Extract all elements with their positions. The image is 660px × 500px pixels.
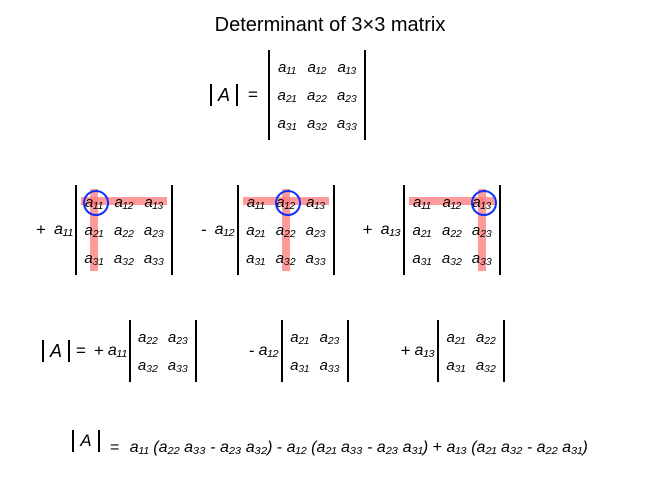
cell-a32: a₃₂ [304, 110, 330, 136]
minors-row: A = + a₁₁ a₂₂ a₂₃ a₃₂ a₃₃ - a₁₂ a₂₁ a₂₃ … [42, 320, 505, 382]
sign-plus-1: + [36, 220, 46, 240]
equals-3: = [110, 439, 119, 456]
cell-a23: a₂₃ [334, 82, 360, 108]
page-title: Determinant of 3×3 matrix [0, 14, 660, 37]
abs-A: A [210, 84, 238, 106]
minor-coef-1: a₁₁ [108, 342, 127, 360]
cell-a11: a₁₁ [274, 54, 300, 80]
minor-1: a₂₂ a₂₃ a₃₂ a₃₃ [129, 320, 197, 382]
minor-3: a₂₁ a₂₂ a₃₁ a₃₂ [437, 320, 505, 382]
cell-a31: a₃₁ [274, 110, 300, 136]
abs-A-3: A [72, 430, 99, 452]
minor-sign-3: + [401, 341, 411, 361]
final-expansion: A = a₁₁ (a₂₂ a₃₃ - a₂₃ a₃₂) - a₁₂ (a₂₁ a… [0, 430, 660, 457]
term-3: a₁₃ (a₂₁ a₃₂ - a₂₂ a₃₁) [446, 439, 587, 456]
term-2: a₁₂ (a₂₁ a₃₃ - a₂₃ a₃₁) [287, 439, 433, 456]
coef-a13: a₁₃ [381, 221, 401, 239]
cofactor-matrix-1: a₁₁ a₁₂ a₁₃ a₂₁ a₂₂ a₂₃ a₃₁ a₃₂ a₃₃ [75, 185, 173, 275]
coef-a11: a₁₁ [54, 221, 73, 239]
cofactor-matrix-2: a₁₁ a₁₂ a₁₃ a₂₁ a₂₂ a₂₃ a₃₁ a₃₂ a₃₃ [237, 185, 335, 275]
cell-a22: a₂₂ [304, 82, 330, 108]
cell-a33: a₃₃ [334, 110, 360, 136]
cell-a21: a₂₁ [274, 82, 300, 108]
cofactor-matrix-3: a₁₁ a₁₂ a₁₃ a₂₁ a₂₂ a₂₃ a₃₁ a₃₂ a₃₃ [403, 185, 501, 275]
minor-2: a₂₁ a₂₃ a₃₁ a₃₃ [281, 320, 349, 382]
coef-a12: a₁₂ [215, 221, 235, 239]
sign-plus-2: + [363, 220, 373, 240]
definition-row: A = a₁₁ a₁₂ a₁₃ a₂₁ a₂₂ a₂₃ a₃₁ a₃₂ a₃₃ [210, 50, 366, 140]
minor-sign-1: + [94, 341, 104, 361]
equals-2: = [76, 341, 86, 361]
cell-a13: a₁₃ [334, 54, 360, 80]
minor-coef-3: a₁₃ [415, 342, 435, 360]
term-1: a₁₁ (a₂₂ a₃₃ - a₂₃ a₃₂) [130, 439, 277, 456]
minor-coef-2: a₁₂ [259, 342, 279, 360]
matrix-3x3-main: a₁₁ a₁₂ a₁₃ a₂₁ a₂₂ a₂₃ a₃₁ a₃₂ a₃₃ [268, 50, 366, 140]
equals: = [248, 85, 258, 105]
minor-sign-2: - [249, 341, 255, 361]
cell-a12: a₁₂ [304, 54, 330, 80]
sign-minus-1: - [201, 220, 207, 240]
abs-A-2: A [42, 340, 70, 362]
cofactor-row: + a₁₁ a₁₁ a₁₂ a₁₃ a₂₁ a₂₂ a₂₃ a₃₁ a₃₂ a₃… [30, 185, 501, 275]
